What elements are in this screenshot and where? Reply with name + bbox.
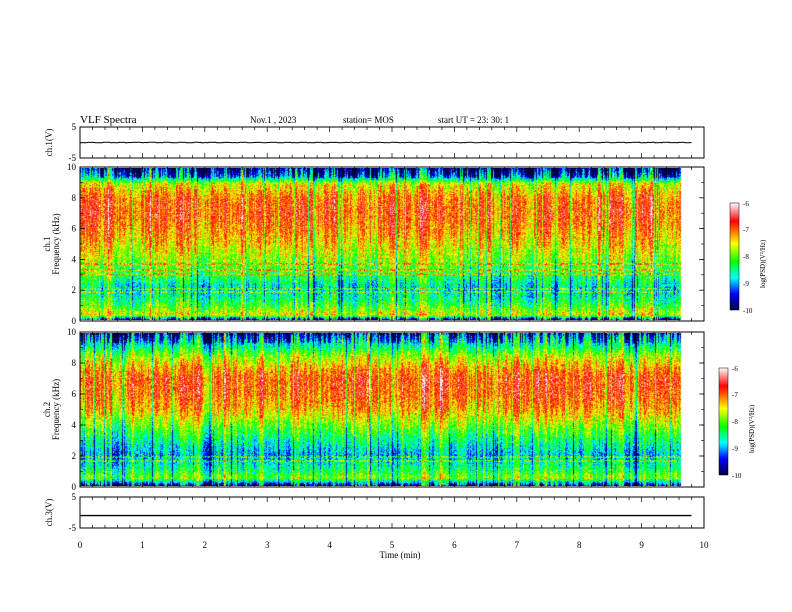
ch3-waveform-panel: 5 -5 ch.3(V) 0 1 2 3 4 5 6 7 8 9 10	[44, 492, 709, 550]
ch2-spectrogram-ytick-label: 6	[72, 389, 77, 399]
ch1-spectrogram-ytick-label: 4	[72, 254, 77, 264]
ch1-waveform-trace	[79, 141, 692, 144]
ch2-spectrogram-image	[80, 333, 693, 486]
ch1-colorbar-tick: -9	[743, 280, 749, 288]
ch1-colorbar-tick: -8	[743, 253, 749, 261]
ch2-colorbar: -6 -7 -8 -9 -10 log(PSD)(V²/Hz)	[718, 365, 756, 480]
ch2-colorbar-label: log(PSD)(V²/Hz)	[748, 404, 756, 453]
date-label: Nov.1 , 2023	[250, 115, 297, 125]
ch2-spectrogram-ylabel: ch.2	[42, 402, 52, 417]
ch1-waveform-ytick-label: 5	[72, 122, 77, 132]
ch1-colorbar-tick: -7	[743, 226, 749, 234]
ch2-colorbar-tick: -7	[732, 391, 738, 399]
ch3-waveform-ylabel: ch.3(V)	[44, 499, 54, 527]
ch1-spectrogram-ytick-label: 6	[72, 224, 77, 234]
ch1-waveform-ytick-label: -5	[69, 153, 77, 163]
x-tick-label: 0	[78, 540, 83, 550]
ch1-waveform-ylabel: ch.1(V)	[44, 129, 54, 157]
ch2-spectrogram-ytick-label: 2	[72, 451, 77, 461]
figure-title: VLF Spectra	[80, 114, 137, 126]
ch1-colorbar: -6 -7 -8 -9 -10 log(PSD)(V²/Hz)	[729, 200, 767, 315]
station-label: station= MOS	[343, 115, 394, 125]
x-axis-label: Time (min)	[380, 550, 421, 560]
x-tick-label: 2	[203, 540, 208, 550]
ch1-spectrogram-ylabel: ch.1	[42, 236, 52, 251]
x-tick-label: 3	[265, 540, 270, 550]
ch1-spectrogram-ytick-label: 8	[72, 193, 77, 203]
ch2-colorbar-tick: -9	[732, 445, 738, 453]
start-time-label: start UT = 23: 30: 1	[438, 115, 509, 125]
x-tick-label: 10	[700, 540, 710, 550]
ch2-colorbar-tick: -8	[732, 418, 738, 426]
x-tick-label: 5	[390, 540, 395, 550]
ch1-colorbar-tick: -6	[743, 200, 749, 208]
x-tick-label: 4	[327, 540, 332, 550]
x-tick-label: 1	[140, 540, 145, 550]
ch1-spectrogram-ytick-label: 10	[67, 162, 77, 172]
ch1-colorbar-label: log(PSD)(V²/Hz)	[759, 239, 767, 288]
ch3-waveform-ytick-label: -5	[69, 523, 77, 533]
ch1-spectrogram-ytick-label: 0	[72, 316, 77, 326]
x-tick-label: 8	[577, 540, 582, 550]
ch1-colorbar-tick: -10	[743, 307, 753, 315]
ch2-colorbar-tick: -10	[732, 472, 742, 480]
ch2-spectrogram-ytick-label: 0	[72, 482, 77, 492]
ch1-spectrogram-panel: 0 2 4 6 8 10 ch.1 Frequency (kHz)	[42, 162, 705, 326]
ch2-spectrogram-panel: 0 2 4 6 8 10 ch.2 Frequency (kHz)	[42, 327, 705, 492]
x-tick-label: 9	[639, 540, 644, 550]
ch2-colorbar-tick: -6	[732, 365, 738, 373]
ch2-spectrogram-ylabel: Frequency (kHz)	[51, 379, 61, 440]
ch1-spectrogram-ytick-label: 2	[72, 285, 77, 295]
ch1-spectrogram-image	[80, 168, 693, 320]
ch3-waveform-ytick-label: 5	[72, 492, 77, 502]
ch1-spectrogram-ylabel: Frequency (kHz)	[51, 213, 61, 274]
ch1-waveform-panel: 5 -5 ch.1(V)	[44, 122, 705, 163]
x-tick-label: 6	[452, 540, 457, 550]
x-tick-label: 7	[515, 540, 520, 550]
ch2-spectrogram-ytick-label: 10	[67, 327, 77, 337]
ch2-spectrogram-ytick-label: 8	[72, 358, 77, 368]
ch2-spectrogram-ytick-label: 4	[72, 420, 77, 430]
